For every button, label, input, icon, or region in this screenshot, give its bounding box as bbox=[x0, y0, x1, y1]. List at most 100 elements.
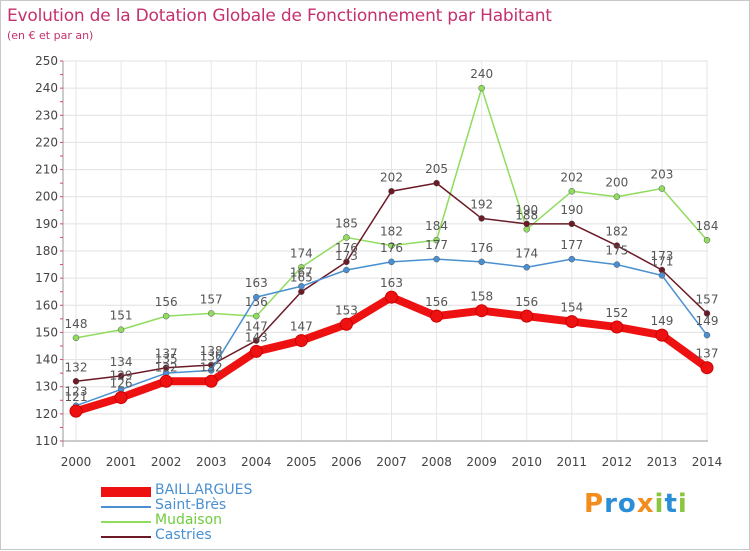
data-label: 153 bbox=[335, 303, 358, 317]
data-point bbox=[388, 258, 395, 266]
logo-letter: t bbox=[664, 489, 678, 519]
data-label: 137 bbox=[155, 347, 178, 361]
y-tick-label: 250 bbox=[35, 54, 58, 68]
x-tick-label: 2008 bbox=[421, 455, 452, 469]
data-label: 163 bbox=[380, 276, 403, 290]
data-point bbox=[523, 220, 530, 228]
data-point bbox=[298, 288, 305, 295]
logo-letter: r bbox=[604, 489, 618, 519]
logo-letter: i bbox=[677, 489, 688, 519]
data-label: 137 bbox=[696, 347, 719, 361]
data-point bbox=[298, 283, 305, 290]
logo-letter: P bbox=[584, 489, 605, 519]
x-tick-label: 2003 bbox=[196, 455, 227, 469]
x-tick-label: 2006 bbox=[331, 455, 362, 469]
data-point bbox=[159, 374, 173, 388]
data-point bbox=[658, 272, 666, 279]
logo-letter: x bbox=[636, 489, 655, 519]
y-tick-label: 130 bbox=[35, 380, 58, 394]
data-point bbox=[294, 334, 308, 348]
data-point bbox=[207, 367, 215, 374]
data-point bbox=[343, 258, 350, 266]
data-label: 158 bbox=[470, 290, 493, 304]
legend-label: Saint-Brès bbox=[155, 497, 227, 513]
data-point bbox=[249, 344, 263, 358]
data-point bbox=[430, 309, 444, 323]
data-point bbox=[433, 236, 440, 244]
data-point bbox=[703, 331, 711, 339]
data-label: 156 bbox=[155, 295, 178, 309]
x-tick-label: 2011 bbox=[557, 455, 588, 469]
data-label: 173 bbox=[335, 249, 358, 263]
data-label: 147 bbox=[290, 320, 313, 334]
data-point bbox=[253, 337, 260, 344]
legend-swatch bbox=[101, 506, 151, 508]
x-tick-label: 2001 bbox=[106, 455, 137, 469]
data-label: 203 bbox=[650, 168, 673, 182]
data-point bbox=[162, 312, 170, 320]
chart-subtitle: (en € et par an) bbox=[7, 29, 94, 42]
data-point bbox=[568, 255, 576, 263]
data-point bbox=[523, 226, 530, 233]
y-tick-label: 120 bbox=[35, 407, 58, 421]
y-tick-label: 200 bbox=[35, 190, 58, 204]
data-label: 205 bbox=[425, 162, 448, 176]
data-label: 182 bbox=[605, 225, 628, 239]
data-point bbox=[700, 361, 714, 375]
data-label: 177 bbox=[425, 238, 448, 252]
data-label: 175 bbox=[605, 244, 628, 258]
data-point bbox=[433, 179, 440, 187]
data-label: 185 bbox=[335, 216, 358, 230]
data-label: 143 bbox=[245, 330, 268, 344]
data-label: 132 bbox=[65, 360, 88, 374]
data-point bbox=[114, 391, 128, 405]
data-label: 132 bbox=[155, 360, 178, 374]
data-label: 135 bbox=[155, 352, 178, 366]
data-point bbox=[610, 320, 624, 334]
data-point bbox=[69, 404, 83, 418]
data-label: 156 bbox=[425, 295, 448, 309]
data-label: 157 bbox=[200, 292, 223, 306]
data-point bbox=[478, 215, 485, 222]
y-tick-label: 150 bbox=[35, 325, 58, 339]
data-label: 123 bbox=[65, 385, 88, 399]
x-tick-label: 2004 bbox=[241, 455, 272, 469]
data-point bbox=[388, 188, 395, 195]
legend-label: Mudaison bbox=[155, 512, 223, 528]
data-point bbox=[433, 255, 440, 263]
data-label: 188 bbox=[515, 208, 538, 222]
data-point bbox=[343, 266, 350, 274]
data-point bbox=[565, 315, 579, 329]
data-label: 129 bbox=[110, 368, 133, 382]
y-tick-label: 240 bbox=[35, 81, 58, 95]
data-label: 134 bbox=[110, 355, 133, 369]
data-label: 202 bbox=[380, 170, 403, 184]
data-point bbox=[568, 188, 576, 195]
y-tick-label: 190 bbox=[35, 217, 58, 231]
data-label: 200 bbox=[605, 176, 628, 190]
data-label: 173 bbox=[650, 249, 673, 263]
data-label: 156 bbox=[515, 295, 538, 309]
data-label: 190 bbox=[560, 203, 583, 217]
data-point bbox=[117, 326, 125, 333]
data-point bbox=[204, 374, 218, 388]
data-point bbox=[343, 234, 350, 241]
data-point bbox=[298, 264, 305, 271]
y-tick-label: 180 bbox=[35, 244, 58, 258]
x-tick-label: 2014 bbox=[692, 455, 723, 469]
data-point bbox=[478, 258, 485, 266]
y-tick-label: 170 bbox=[35, 271, 58, 285]
legend-label: BAILLARGUES bbox=[155, 482, 253, 498]
x-tick-label: 2009 bbox=[466, 455, 497, 469]
data-point bbox=[475, 304, 489, 318]
data-label: 177 bbox=[560, 238, 583, 252]
data-point bbox=[72, 378, 80, 385]
data-label: 165 bbox=[290, 271, 313, 285]
data-label: 174 bbox=[290, 246, 313, 260]
data-point bbox=[388, 242, 395, 249]
data-point bbox=[117, 372, 125, 380]
data-label: 136 bbox=[200, 349, 223, 363]
x-tick-label: 2005 bbox=[286, 455, 317, 469]
data-label: 138 bbox=[200, 344, 223, 358]
data-label: 182 bbox=[380, 225, 403, 239]
